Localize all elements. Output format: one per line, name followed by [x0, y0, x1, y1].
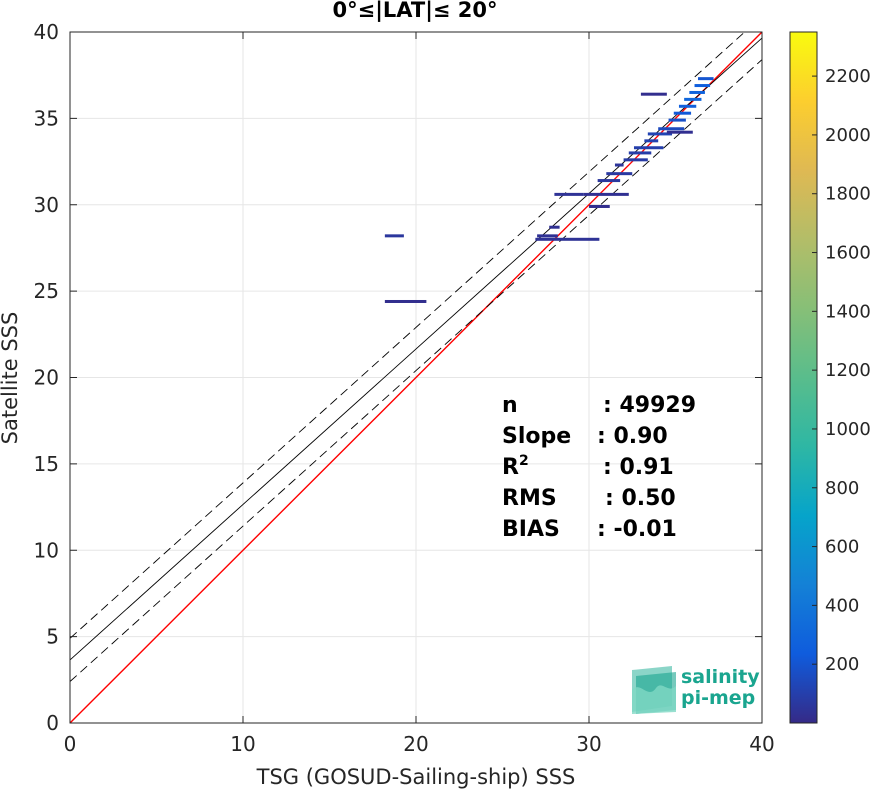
- density-segment-13: [644, 139, 659, 143]
- density-segment-19: [684, 97, 702, 101]
- stat-label-1: Slope: [502, 424, 571, 449]
- stat-label-3: RMS: [502, 486, 557, 511]
- chart-title: 0°≤|LAT|≤ 20°: [332, 0, 497, 23]
- density-segment-24: [666, 130, 693, 134]
- colorbar-tick-label-3: 800: [825, 478, 859, 499]
- density-segment-11: [628, 151, 652, 155]
- salinity-pi-mep-logo: salinity pi-mep: [632, 666, 760, 714]
- density-segment-20: [689, 90, 705, 94]
- density-segment-10: [623, 158, 648, 162]
- x-tick-label-4: 40: [749, 732, 774, 756]
- x-tick-label-1: 10: [230, 732, 255, 756]
- regression-minus-rms-line: [70, 59, 762, 682]
- x-axis-title: TSG (GOSUD-Sailing-ship) SSS: [256, 765, 576, 789]
- colorbar-tick-label-2: 600: [825, 537, 859, 558]
- colorbar-tick-label-8: 1800: [825, 184, 871, 205]
- colorbar-tick-label-6: 1400: [825, 301, 871, 322]
- colorbar-tick-label-7: 1600: [825, 243, 871, 264]
- density-segment-8: [606, 172, 633, 176]
- y-tick-label-6: 30: [34, 193, 59, 217]
- y-tick-label-8: 40: [34, 20, 59, 44]
- colorbar-tick-label-1: 400: [825, 595, 859, 616]
- density-segment-2: [535, 237, 600, 241]
- density-segment-14: [647, 132, 673, 136]
- density-segment-9: [614, 163, 624, 167]
- stat-label-superscript: 2: [519, 453, 529, 469]
- density-points: [384, 77, 714, 303]
- colorbar-tick-label-5: 1200: [825, 360, 871, 381]
- y-axis-ticks: 0 5 10 15 20 25 30 35 40: [34, 20, 762, 735]
- density-segment-0: [384, 234, 404, 238]
- logo-line-2: pi-mep: [681, 687, 755, 709]
- colorbar-tick-label-0: 200: [825, 654, 859, 675]
- y-tick-label-1: 5: [46, 625, 59, 649]
- colorbar-tick-label-9: 2000: [825, 125, 871, 146]
- density-segment-16: [668, 118, 686, 122]
- stat-value-3: : 0.50: [605, 486, 676, 511]
- density-segment-6: [583, 192, 629, 196]
- y-tick-label-7: 35: [34, 106, 59, 130]
- y-tick-label-2: 10: [34, 538, 59, 562]
- density-segment-22: [697, 77, 714, 81]
- colorbar: [789, 31, 818, 724]
- stat-label-4: BIAS: [502, 517, 560, 542]
- density-segment-4: [549, 225, 560, 229]
- density-segment-1: [384, 299, 427, 303]
- density-segment-15: [658, 127, 685, 131]
- stat-value-4: : -0.01: [597, 517, 677, 542]
- x-axis-ticks: 0 10 20 30 40: [64, 32, 775, 756]
- y-axis-title: Satellite SSS: [0, 312, 22, 445]
- density-segment-7: [597, 179, 621, 183]
- density-segment-3: [537, 234, 558, 238]
- density-segment-25: [589, 204, 610, 208]
- density-segment-21: [694, 84, 711, 88]
- density-segment-17: [673, 111, 692, 115]
- stat-value-0: : 49929: [603, 393, 696, 418]
- y-tick-label-0: 0: [46, 711, 59, 735]
- regression-plus-rms-line: [70, 32, 746, 639]
- logo-line-1: salinity: [681, 666, 760, 688]
- y-tick-label-3: 15: [34, 452, 59, 476]
- density-segment-18: [678, 104, 697, 108]
- stat-value-1: : 0.90: [597, 424, 668, 449]
- x-tick-label-2: 20: [403, 732, 428, 756]
- stat-value-2: : 0.91: [603, 455, 674, 480]
- density-segment-23: [640, 92, 667, 96]
- logo-wave-icon: [632, 666, 676, 714]
- stat-label-0: n: [502, 393, 518, 418]
- x-tick-label-3: 30: [576, 732, 601, 756]
- x-tick-label-0: 0: [64, 732, 77, 756]
- colorbar-tick-label-10: 2200: [825, 66, 871, 87]
- density-segment-12: [633, 146, 664, 150]
- colorbar-ticks: 200 400 600 800 1000 1200 1400 1600 1800 2000 2200: [812, 66, 871, 675]
- y-tick-label-4: 20: [34, 366, 59, 390]
- density-segment-5: [554, 192, 584, 196]
- colorbar-tick-label-4: 1000: [825, 419, 871, 440]
- y-tick-label-5: 25: [34, 279, 59, 303]
